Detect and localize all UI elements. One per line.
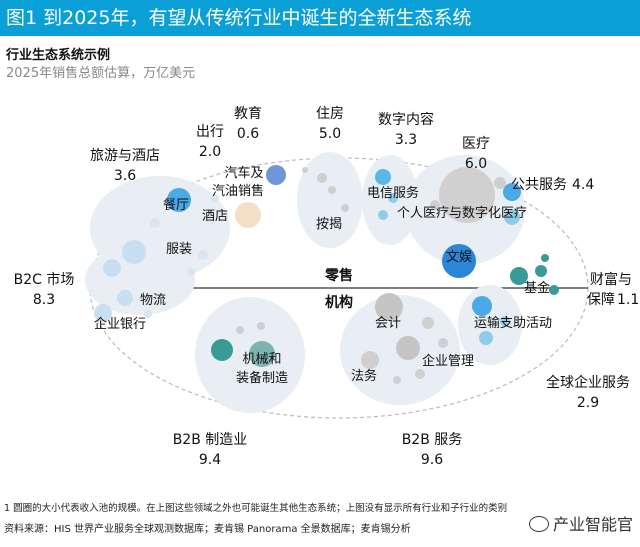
revenue-circle (187, 268, 195, 276)
revenue-circle (94, 304, 112, 322)
revenue-circle (393, 376, 401, 384)
page-title: 图1 到2025年，有望从传统行业中诞生的全新生态系统 (0, 0, 640, 36)
center-institution: 机构 (325, 294, 353, 311)
revenue-circle (415, 369, 425, 379)
ecosystem-diagram: 教育 0.6 住房 5.0 数字内容 3.3 出行 2.0 医疗 6.0 旅游与… (14, 106, 640, 468)
value-travel: 3.6 (114, 168, 136, 184)
revenue-circle (361, 351, 379, 369)
source-note: 资料来源：HIS 世界产业服务全球观测数据库；麦肯锡 Panorama 全景数据… (4, 524, 411, 535)
revenue-circle (378, 210, 388, 220)
label-public-services: 公共服务 (511, 177, 567, 193)
label-global-corp: 全球企业服务 (546, 374, 630, 391)
revenue-circle (442, 244, 476, 278)
revenue-circle (430, 200, 440, 210)
revenue-circle (375, 293, 403, 321)
revenue-circle (510, 267, 528, 285)
revenue-circle (439, 167, 495, 223)
revenue-circle (494, 177, 506, 189)
revenue-circle (438, 338, 448, 348)
value-public-services: 4.4 (572, 177, 594, 193)
value-education: 0.6 (237, 126, 259, 142)
inner-transport: 运输支助活动 (474, 315, 552, 331)
revenue-circle (236, 326, 244, 334)
revenue-circle (549, 285, 559, 295)
inner-machinery-1: 机械和 (242, 352, 281, 367)
label-healthcare: 医疗 (462, 136, 490, 152)
revenue-circle (541, 254, 549, 262)
inner-restaurant: 餐厅 (163, 197, 189, 213)
inner-telecom: 电信服务 (367, 185, 419, 201)
value-mobility: 2.0 (199, 144, 221, 160)
inner-corp-bank: 企业银行 (94, 316, 146, 332)
value-global-corp: 2.9 (577, 395, 599, 411)
inner-legal: 法务 (351, 368, 377, 384)
inner-entertainment: 文娱 (446, 250, 472, 265)
value-b2b-svc: 9.6 (421, 452, 443, 468)
label-mobility: 出行 (196, 124, 224, 140)
watermark-text: 产业智能官 (552, 515, 633, 534)
revenue-circle (375, 169, 391, 185)
revenue-circle (422, 317, 434, 329)
value-b2b-mfg: 9.4 (199, 452, 221, 468)
label-education: 教育 (234, 106, 262, 122)
revenue-circle (257, 322, 265, 330)
cluster-shape (297, 152, 363, 248)
value-b2c: 8.3 (33, 292, 55, 308)
revenue-circle (317, 173, 327, 183)
revenue-circle (472, 296, 492, 316)
revenue-circle (479, 331, 493, 345)
label-b2c: B2C 市场 (14, 271, 75, 288)
inner-apparel: 服装 (166, 242, 192, 257)
value-healthcare: 6.0 (465, 156, 487, 172)
inner-fund: 基金 (524, 280, 550, 296)
revenue-circle (211, 339, 233, 361)
unit-note: 2025年销售总额估算，万亿美元 (6, 66, 196, 81)
revenue-circle (504, 209, 520, 225)
inner-enterprise-mgmt: 企业管理 (422, 353, 474, 369)
revenue-circle (117, 290, 133, 306)
revenue-circle (249, 341, 275, 367)
label-housing: 住房 (316, 106, 344, 122)
inner-hotel: 酒店 (202, 209, 228, 224)
inner-logistics: 物流 (140, 293, 166, 308)
revenue-circle (500, 316, 510, 326)
footnote: 1 圆圈的大小代表收入池的规模。在上图这些领域之外也可能诞生其他生态系统；上图没… (4, 503, 508, 514)
label-wealth-1: 财富与 (590, 271, 632, 288)
revenue-circle (302, 167, 308, 173)
revenue-circle (211, 194, 219, 202)
watermark: 产业智能官 (525, 510, 636, 536)
revenue-circle (535, 265, 547, 277)
revenue-circle (328, 186, 336, 194)
label-b2b-mfg: B2B 制造业 (173, 432, 248, 448)
inner-accounting: 会计 (375, 316, 401, 331)
value-wealth: 1.1 (617, 292, 639, 308)
revenue-circle (144, 310, 152, 318)
inner-health-digital: 个人医疗与数字化医疗 (397, 206, 527, 221)
label-travel: 旅游与酒店 (90, 148, 160, 164)
value-digital-content: 3.3 (395, 132, 417, 148)
revenue-circle (388, 193, 398, 203)
inner-car-2: 汽油销售 (212, 183, 264, 199)
diagram-subtitle: 行业生态系统示例 (6, 48, 111, 63)
revenue-circle (103, 259, 121, 277)
inner-car-1: 汽车及 (224, 165, 263, 181)
value-housing: 5.0 (319, 126, 341, 142)
wechat-icon (528, 516, 549, 532)
inner-machinery-2: 装备制造 (236, 370, 288, 386)
label-wealth-2: 保障 (587, 292, 615, 308)
revenue-circle (396, 336, 420, 360)
revenue-circle (198, 250, 208, 260)
revenue-circle (150, 218, 160, 228)
revenue-circle (266, 165, 286, 185)
revenue-circle (503, 183, 521, 201)
revenue-circle (235, 202, 261, 228)
center-retail: 零售 (324, 267, 353, 284)
revenue-circle (122, 240, 146, 264)
label-digital-content: 数字内容 (378, 111, 434, 128)
inner-mortgage: 按揭 (316, 217, 342, 232)
revenue-circle (341, 204, 349, 212)
revenue-circle (167, 188, 191, 212)
label-b2b-svc: B2B 服务 (402, 432, 463, 448)
